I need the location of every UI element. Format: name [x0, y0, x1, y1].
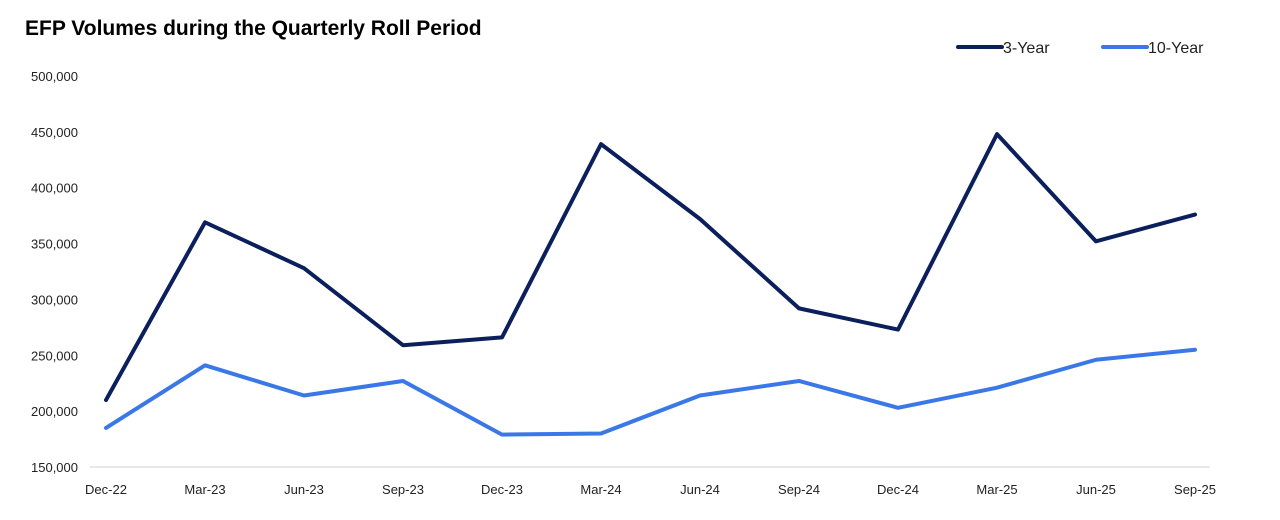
y-tick-label: 500,000	[31, 69, 78, 84]
x-tick-label: Jun-23	[284, 482, 324, 497]
series-line-3-year	[104, 132, 1197, 402]
x-tick-label: Mar-24	[580, 482, 621, 497]
y-tick-label: 150,000	[31, 460, 78, 475]
y-tick-label: 200,000	[31, 404, 78, 419]
x-tick-label: Dec-23	[481, 482, 523, 497]
y-tick-label: 350,000	[31, 237, 78, 252]
y-tick-label: 300,000	[31, 292, 78, 307]
y-tick-label: 400,000	[31, 181, 78, 196]
chart-title: EFP Volumes during the Quarterly Roll Pe…	[25, 17, 482, 40]
y-tick-label: 250,000	[31, 348, 78, 363]
series-line-10-year	[104, 347, 1197, 437]
legend-label: 10-Year	[1148, 40, 1204, 57]
x-tick-label: Jun-24	[680, 482, 720, 497]
x-tick-label: Dec-24	[877, 482, 919, 497]
legend-label: 3-Year	[1003, 40, 1050, 57]
x-tick-label: Sep-23	[382, 482, 424, 497]
x-tick-label: Mar-25	[976, 482, 1017, 497]
y-tick-label: 450,000	[31, 125, 78, 140]
x-tick-label: Sep-25	[1174, 482, 1216, 497]
x-tick-label: Mar-23	[184, 482, 225, 497]
x-tick-label: Dec-22	[85, 482, 127, 497]
x-tick-label: Sep-24	[778, 482, 820, 497]
x-tick-label: Jun-25	[1076, 482, 1116, 497]
